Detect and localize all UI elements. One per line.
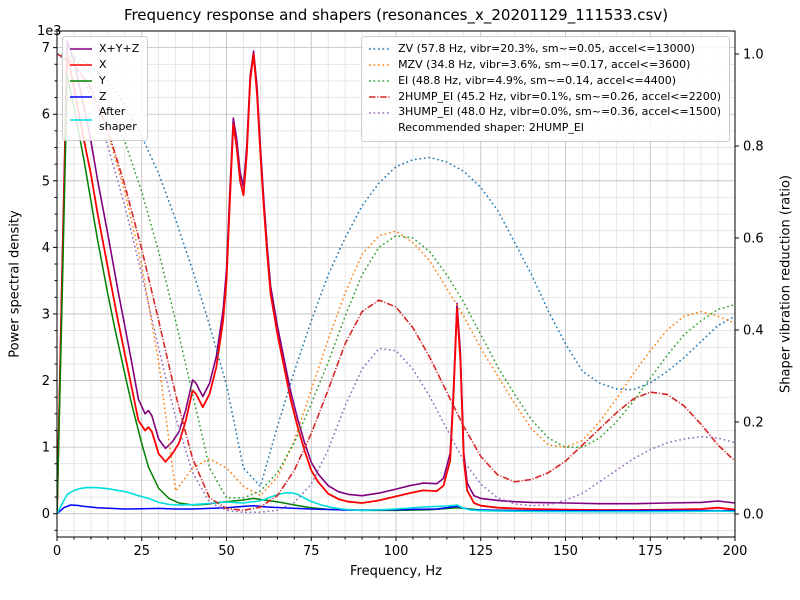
legend-blank-sample (368, 124, 392, 134)
legend-line-sample (369, 64, 392, 67)
legend-line-sample (70, 64, 92, 67)
legend-entry: EI (48.8 Hz, vibr=4.9%, sm~=0.14, accel<… (368, 74, 721, 89)
svg-text:5: 5 (42, 174, 50, 189)
legend-label: Y (99, 73, 106, 87)
svg-text:200: 200 (723, 544, 748, 559)
svg-text:0: 0 (53, 544, 61, 559)
svg-text:50: 50 (218, 544, 235, 559)
legend-entry: Recommended shaper: 2HUMP_EI (368, 121, 721, 136)
series-2hump-ei-shaper (57, 53, 735, 512)
svg-text:0.4: 0.4 (743, 324, 764, 339)
series-x-psd (57, 53, 735, 514)
legend-psd: X+Y+Z X Y Z After shaper (62, 36, 149, 142)
x-axis-label: Frequency, Hz (349, 564, 443, 579)
legend-entry: X+Y+Z (69, 42, 139, 57)
legend-label: After shaper (99, 105, 137, 134)
svg-text:75: 75 (303, 544, 320, 559)
svg-text:100: 100 (384, 544, 409, 559)
svg-text:150: 150 (553, 544, 578, 559)
legend-label: Z (99, 89, 107, 103)
svg-text:25: 25 (133, 544, 150, 559)
legend-entry: After shaper (69, 105, 139, 135)
svg-text:1: 1 (42, 441, 50, 456)
legend-entry: 3HUMP_EI (48.0 Hz, vibr=0.0%, sm~=0.36, … (368, 105, 721, 120)
svg-text:1.0: 1.0 (743, 48, 764, 63)
svg-text:4: 4 (42, 241, 50, 256)
svg-text:6: 6 (42, 108, 50, 123)
legend-line-sample (70, 119, 92, 122)
svg-text:3: 3 (42, 307, 50, 322)
svg-text:0.0: 0.0 (743, 508, 764, 523)
legend-label: X+Y+Z (99, 42, 140, 55)
legend-label: EI (48.8 Hz, vibr=4.9%, sm~=0.14, accel<… (398, 73, 677, 87)
legend-label: 3HUMP_EI (48.0 Hz, vibr=0.0%, sm~=0.36, … (398, 105, 721, 119)
tick-marks (53, 30, 739, 541)
legend-label: ZV (57.8 Hz, vibr=20.3%, sm~=0.05, accel… (398, 42, 695, 55)
legend-shapers: ZV (57.8 Hz, vibr=20.3%, sm~=0.05, accel… (361, 36, 730, 143)
svg-text:0.2: 0.2 (743, 416, 764, 431)
legend-entry: Z (69, 90, 139, 105)
legend-line-sample (369, 96, 392, 98)
legend-label: X (99, 57, 107, 71)
series-group (57, 40, 735, 515)
legend-entry: 2HUMP_EI (45.2 Hz, vibr=0.1%, sm~=0.26, … (368, 90, 721, 105)
legend-line-sample (369, 48, 392, 51)
y-axis-label-left: Power spectral density (7, 210, 23, 358)
series-zv-shaper (57, 53, 735, 488)
legend-entry: X (69, 58, 139, 73)
legend-label: Recommended shaper: 2HUMP_EI (398, 121, 585, 135)
legend-line-sample (70, 96, 92, 98)
legend-line-sample (369, 80, 392, 82)
y-axis-offset-label: 1e3 (37, 24, 62, 39)
svg-text:7: 7 (42, 41, 50, 56)
legend-entry: MZV (34.8 Hz, vibr=3.6%, sm~=0.17, accel… (368, 58, 721, 73)
series-mzv-shaper (57, 53, 735, 497)
series-after-shaper-psd (57, 486, 735, 515)
legend-label: MZV (34.8 Hz, vibr=3.6%, sm~=0.17, accel… (398, 57, 691, 71)
legend-line-sample (70, 48, 92, 51)
legend-entry: ZV (57.8 Hz, vibr=20.3%, sm~=0.05, accel… (368, 42, 721, 57)
legend-line-sample (369, 111, 392, 114)
svg-text:0.8: 0.8 (743, 140, 764, 155)
svg-text:0.6: 0.6 (743, 232, 764, 247)
svg-text:125: 125 (468, 544, 493, 559)
chart-title: Frequency response and shapers (resonanc… (123, 6, 669, 24)
svg-text:175: 175 (638, 544, 663, 559)
legend-entry: Y (69, 74, 139, 89)
y-axis-label-right: Shaper vibration reduction (ratio) (778, 175, 794, 393)
svg-text:0: 0 (42, 507, 50, 522)
legend-line-sample (70, 80, 92, 82)
svg-text:2: 2 (42, 374, 50, 389)
tick-labels: 0 25 50 75 100 125 150 175 200 0 1 2 3 4 5 6 7 0.0 0.2 0.4 0… (42, 41, 764, 559)
legend-label: 2HUMP_EI (45.2 Hz, vibr=0.1%, sm~=0.26, … (398, 89, 721, 103)
